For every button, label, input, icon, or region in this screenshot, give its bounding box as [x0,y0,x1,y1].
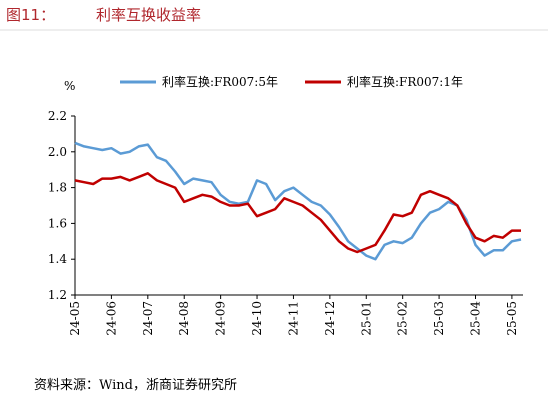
y-unit: % [64,79,75,93]
x-tick-label: 24-05 [68,301,82,336]
x-tick-label: 24-10 [250,301,264,336]
y-tick-label: 1.2 [48,288,67,302]
legend-label: 利率互换:FR007:5年 [162,74,278,89]
chart-title: 利率互换收益率 [96,6,201,24]
x-tick-label: 25-03 [432,301,446,336]
x-tick-label: 24-12 [323,301,337,336]
source-note: 资料来源：Wind，浙商证券研究所 [34,377,237,393]
x-tick-label: 24-08 [177,301,191,336]
x-tick-label: 25-04 [468,301,482,336]
x-tick-label: 25-05 [505,301,519,336]
figure-label: 图11： [6,6,55,24]
x-tick-label: 25-02 [396,301,410,336]
x-tick-label: 25-01 [359,301,373,336]
x-tick-label: 24-09 [214,301,228,336]
y-tick-label: 2.0 [48,145,67,159]
series-line [74,172,521,254]
y-tick-label: 2.2 [48,109,67,123]
y-tick-label: 1.8 [48,181,67,195]
x-tick-label: 24-06 [104,301,118,336]
y-tick-label: 1.4 [48,252,67,266]
legend-label: 利率互换:FR007:1年 [347,74,463,89]
y-tick-label: 1.6 [48,216,67,230]
x-tick-label: 24-11 [286,301,300,336]
series-line [74,141,522,261]
x-tick-label: 24-07 [141,301,155,336]
